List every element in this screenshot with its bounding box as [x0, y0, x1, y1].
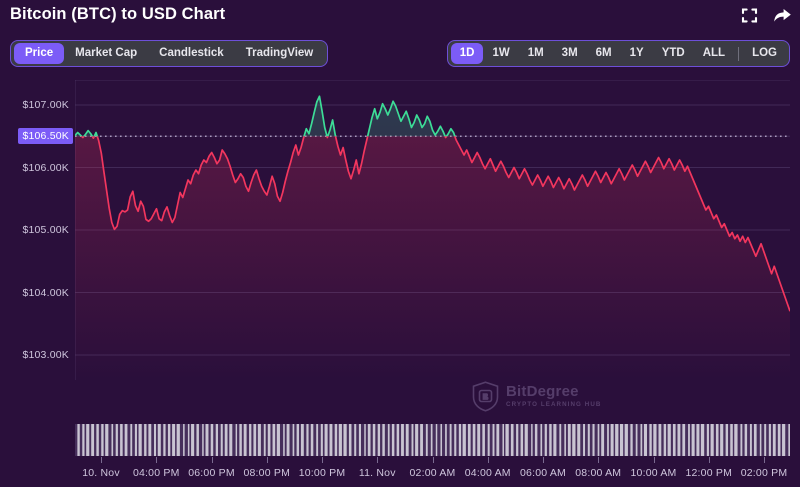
x-axis-tick — [101, 457, 102, 463]
x-axis-label: 02:00 AM — [409, 467, 456, 479]
tab-tradingview[interactable]: TradingView — [245, 47, 314, 59]
x-axis-label: 08:00 AM — [575, 467, 622, 479]
range-6m[interactable]: 6M — [595, 47, 612, 59]
x-axis-label: 04:00 AM — [464, 467, 511, 479]
y-axis-label: $105.00K — [22, 224, 69, 236]
price-line-svg — [74, 79, 790, 380]
y-axis-label: $106.00K — [22, 161, 69, 174]
x-axis-tick — [764, 457, 765, 463]
x-axis-label: 06:00 AM — [520, 467, 566, 479]
x-axis-tick — [322, 457, 323, 463]
x-axis-label: 12:00 PM — [685, 467, 733, 479]
watermark: BitDegree CRYPTO LEARNING HUB — [472, 381, 602, 412]
range-tabs[interactable]: 1D 1W 1M 3M 6M 1Y YTD ALL LOG — [446, 40, 790, 67]
fullscreen-icon[interactable] — [740, 6, 759, 25]
x-axis-tick — [653, 457, 655, 463]
price-plot[interactable] — [74, 79, 790, 380]
tab-candlestick[interactable]: Candlestick — [159, 47, 224, 59]
range-divider — [738, 46, 740, 61]
x-axis-tick — [266, 457, 268, 463]
volume-navigator[interactable] — [75, 424, 790, 456]
x-axis-tick — [543, 457, 544, 463]
range-3m[interactable]: 3M — [561, 47, 578, 59]
range-1d[interactable]: 1D — [450, 43, 484, 64]
x-axis-label: 06:00 PM — [188, 467, 235, 479]
tab-market-cap[interactable]: Market Cap — [75, 47, 138, 59]
x-axis-label: 10:00 PM — [298, 467, 346, 479]
x-axis-tick — [487, 457, 489, 463]
x-axis-tick — [598, 457, 600, 463]
share-icon[interactable] — [773, 6, 792, 25]
x-axis-label: 11. Nov — [358, 467, 396, 479]
watermark-name: BitDegree — [506, 383, 579, 401]
y-axis-label: $104.00K — [22, 286, 69, 299]
watermark-tagline: CRYPTO LEARNING HUB — [506, 401, 602, 409]
chart-widget: Bitcoin (BTC) to USD Chart Price Market … — [0, 5, 800, 479]
x-axis-tick — [377, 457, 379, 463]
chart-area: $103.00K $104.00K $105.00K $106.00K $106.50K… — [0, 76, 800, 479]
y-axis-label: $107.00K — [22, 99, 69, 111]
x-axis-label: 10:00 AM — [630, 467, 677, 479]
x-axis: 10. Nov 04:00 PM 06:00 PM 08:00 PM 10:00 PM 1… — [0, 457, 800, 487]
x-axis-tick — [708, 457, 710, 463]
bitdegree-shield-icon — [472, 381, 499, 412]
x-axis-label: 08:00 PM — [243, 467, 291, 479]
x-axis-tick — [211, 457, 213, 463]
x-axis-label: 02:00 PM — [740, 467, 788, 479]
header-actions — [740, 6, 792, 25]
range-1y[interactable]: 1Y — [629, 47, 644, 59]
range-ytd[interactable]: YTD — [661, 47, 685, 59]
x-axis-label: 10. Nov — [82, 467, 120, 479]
scale-log[interactable]: LOG — [752, 47, 777, 59]
range-1w[interactable]: 1W — [492, 47, 510, 59]
x-axis-tick — [156, 457, 158, 463]
volume-bars — [75, 424, 790, 456]
page-title: Bitcoin (BTC) to USD Chart — [10, 5, 226, 23]
range-all[interactable]: ALL — [702, 47, 726, 59]
tab-price[interactable]: Price — [14, 43, 65, 64]
x-axis-tick — [432, 457, 434, 463]
range-1m[interactable]: 1M — [527, 47, 544, 59]
x-axis-label: 04:00 PM — [132, 467, 180, 479]
y-axis-current-price: $106.50K — [18, 128, 73, 145]
y-axis-label: $103.00K — [22, 349, 69, 361]
y-axis: $103.00K $104.00K $105.00K $106.00K $106.50K… — [0, 76, 75, 380]
view-tabs[interactable]: Price Market Cap Candlestick TradingView — [10, 40, 329, 67]
